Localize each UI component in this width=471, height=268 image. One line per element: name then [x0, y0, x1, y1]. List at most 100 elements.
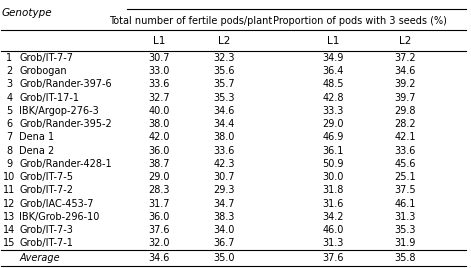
Text: 29.0: 29.0: [148, 172, 170, 182]
Text: 5: 5: [6, 106, 12, 116]
Text: 2: 2: [6, 66, 12, 76]
Text: 37.6: 37.6: [148, 225, 170, 235]
Text: Grob/IT-17-1: Grob/IT-17-1: [19, 93, 79, 103]
Text: 31.9: 31.9: [395, 238, 416, 248]
Text: 48.5: 48.5: [323, 79, 344, 89]
Text: 7: 7: [6, 132, 12, 142]
Text: Average: Average: [19, 253, 60, 263]
Text: 31.8: 31.8: [323, 185, 344, 195]
Text: 28.2: 28.2: [395, 119, 416, 129]
Text: 35.7: 35.7: [213, 79, 235, 89]
Text: 30.7: 30.7: [148, 53, 170, 63]
Text: L1: L1: [327, 36, 340, 46]
Text: 36.1: 36.1: [323, 146, 344, 156]
Text: 28.3: 28.3: [148, 185, 170, 195]
Text: Grob/Rander-395-2: Grob/Rander-395-2: [19, 119, 112, 129]
Text: 50.9: 50.9: [323, 159, 344, 169]
Text: 34.0: 34.0: [213, 225, 235, 235]
Text: 10: 10: [3, 172, 16, 182]
Text: 37.5: 37.5: [395, 185, 416, 195]
Text: 34.6: 34.6: [148, 253, 170, 263]
Text: Grob/IT-7-7: Grob/IT-7-7: [19, 53, 73, 63]
Text: 42.8: 42.8: [323, 93, 344, 103]
Text: Grobogan: Grobogan: [19, 66, 67, 76]
Text: Grob/Rander-428-1: Grob/Rander-428-1: [19, 159, 112, 169]
Text: 25.1: 25.1: [395, 172, 416, 182]
Text: 31.3: 31.3: [323, 238, 344, 248]
Text: Grob/IT-7-3: Grob/IT-7-3: [19, 225, 73, 235]
Text: 36.0: 36.0: [148, 212, 170, 222]
Text: 15: 15: [3, 238, 16, 248]
Text: Grob/IAC-453-7: Grob/IAC-453-7: [19, 199, 94, 209]
Text: 46.9: 46.9: [323, 132, 344, 142]
Text: 32.7: 32.7: [148, 93, 170, 103]
Text: 29.8: 29.8: [395, 106, 416, 116]
Text: 4: 4: [6, 93, 12, 103]
Text: Grob/IT-7-5: Grob/IT-7-5: [19, 172, 73, 182]
Text: 37.6: 37.6: [323, 253, 344, 263]
Text: 38.0: 38.0: [213, 132, 235, 142]
Text: Genotype: Genotype: [1, 8, 52, 18]
Text: IBK/Argop-276-3: IBK/Argop-276-3: [19, 106, 99, 116]
Text: 39.7: 39.7: [395, 93, 416, 103]
Text: L2: L2: [399, 36, 412, 46]
Text: 40.0: 40.0: [148, 106, 170, 116]
Text: L2: L2: [218, 36, 230, 46]
Text: 42.0: 42.0: [148, 132, 170, 142]
Text: 35.8: 35.8: [395, 253, 416, 263]
Text: 33.3: 33.3: [323, 106, 344, 116]
Text: 39.2: 39.2: [395, 79, 416, 89]
Text: 33.6: 33.6: [213, 146, 235, 156]
Text: 12: 12: [3, 199, 16, 209]
Text: 29.3: 29.3: [213, 185, 235, 195]
Text: 34.6: 34.6: [395, 66, 416, 76]
Text: 46.1: 46.1: [395, 199, 416, 209]
Text: 13: 13: [3, 212, 16, 222]
Text: Total number of fertile pods/plant: Total number of fertile pods/plant: [109, 16, 272, 26]
Text: 37.2: 37.2: [395, 53, 416, 63]
Text: 1: 1: [6, 53, 12, 63]
Text: 36.4: 36.4: [323, 66, 344, 76]
Text: 34.6: 34.6: [213, 106, 235, 116]
Text: 36.7: 36.7: [213, 238, 235, 248]
Text: 11: 11: [3, 185, 16, 195]
Text: 6: 6: [6, 119, 12, 129]
Text: 38.0: 38.0: [148, 119, 170, 129]
Text: 33.6: 33.6: [148, 79, 170, 89]
Text: 30.7: 30.7: [213, 172, 235, 182]
Text: 45.6: 45.6: [395, 159, 416, 169]
Text: L1: L1: [153, 36, 165, 46]
Text: 31.7: 31.7: [148, 199, 170, 209]
Text: 31.3: 31.3: [395, 212, 416, 222]
Text: 30.0: 30.0: [323, 172, 344, 182]
Text: Grob/IT-7-1: Grob/IT-7-1: [19, 238, 73, 248]
Text: 35.0: 35.0: [213, 253, 235, 263]
Text: 33.0: 33.0: [148, 66, 170, 76]
Text: 42.3: 42.3: [213, 159, 235, 169]
Text: Proportion of pods with 3 seeds (%): Proportion of pods with 3 seeds (%): [273, 16, 447, 26]
Text: 35.3: 35.3: [213, 93, 235, 103]
Text: Grob/IT-7-2: Grob/IT-7-2: [19, 185, 73, 195]
Text: 35.3: 35.3: [395, 225, 416, 235]
Text: 8: 8: [6, 146, 12, 156]
Text: 42.1: 42.1: [395, 132, 416, 142]
Text: 35.6: 35.6: [213, 66, 235, 76]
Text: 33.6: 33.6: [395, 146, 416, 156]
Text: 34.7: 34.7: [213, 199, 235, 209]
Text: IBK/Grob-296-10: IBK/Grob-296-10: [19, 212, 99, 222]
Text: 38.7: 38.7: [148, 159, 170, 169]
Text: 46.0: 46.0: [323, 225, 344, 235]
Text: 36.0: 36.0: [148, 146, 170, 156]
Text: Grob/Rander-397-6: Grob/Rander-397-6: [19, 79, 112, 89]
Text: Dena 1: Dena 1: [19, 132, 54, 142]
Text: 34.4: 34.4: [213, 119, 235, 129]
Text: 38.3: 38.3: [213, 212, 235, 222]
Text: 34.9: 34.9: [323, 53, 344, 63]
Text: Dena 2: Dena 2: [19, 146, 54, 156]
Text: 34.2: 34.2: [323, 212, 344, 222]
Text: 29.0: 29.0: [323, 119, 344, 129]
Text: 9: 9: [6, 159, 12, 169]
Text: 14: 14: [3, 225, 16, 235]
Text: 3: 3: [6, 79, 12, 89]
Text: 32.3: 32.3: [213, 53, 235, 63]
